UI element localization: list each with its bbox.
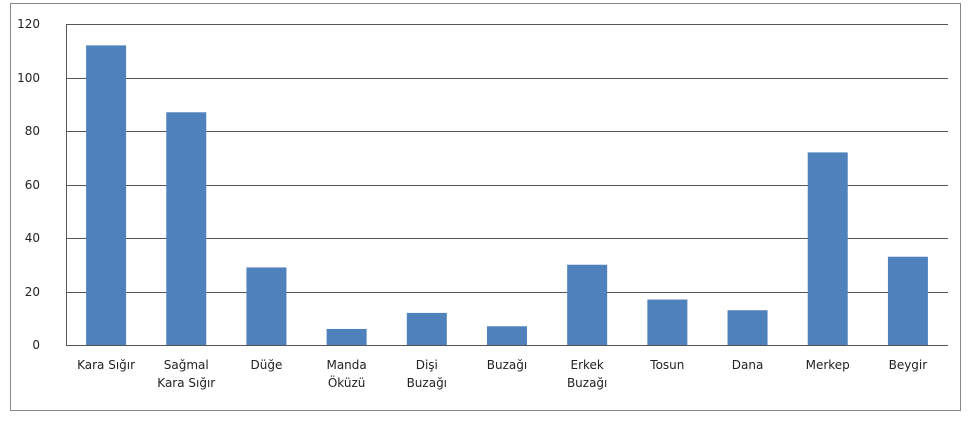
bar bbox=[727, 310, 768, 345]
y-tick-label: 20 bbox=[25, 285, 40, 299]
y-tick-label: 0 bbox=[32, 338, 40, 352]
x-tick-label: Kara Sığır bbox=[77, 358, 136, 372]
y-tick-label: 120 bbox=[17, 17, 40, 31]
x-tick-label: Dana bbox=[731, 358, 764, 372]
bar bbox=[567, 264, 608, 345]
bar bbox=[166, 112, 207, 346]
x-tick-label: Düğe bbox=[250, 358, 283, 372]
y-tick-label: 60 bbox=[25, 178, 40, 192]
x-tick-label: Dişi Buzağı bbox=[406, 358, 448, 390]
bar bbox=[86, 45, 127, 346]
bar bbox=[326, 328, 367, 345]
y-tick-label: 40 bbox=[25, 231, 40, 245]
bar bbox=[887, 256, 928, 345]
bar bbox=[246, 267, 287, 345]
bar bbox=[807, 152, 848, 345]
bar bbox=[647, 299, 688, 345]
x-tick-label: Beygir bbox=[888, 358, 928, 372]
bar bbox=[406, 312, 447, 345]
y-tick-label: 80 bbox=[25, 124, 40, 138]
x-tick-label: Merkep bbox=[805, 358, 850, 372]
y-tick-label: 100 bbox=[17, 71, 40, 85]
x-tick-label: Erkek Buzağı bbox=[566, 358, 608, 390]
x-tick-label: Buzağı bbox=[486, 358, 528, 372]
x-tick-label: Sağmal Kara Sığır bbox=[157, 358, 216, 390]
x-tick-label: Tosun bbox=[650, 358, 685, 372]
x-tick-label: Manda Öküzü bbox=[326, 358, 367, 390]
bar bbox=[487, 326, 527, 345]
